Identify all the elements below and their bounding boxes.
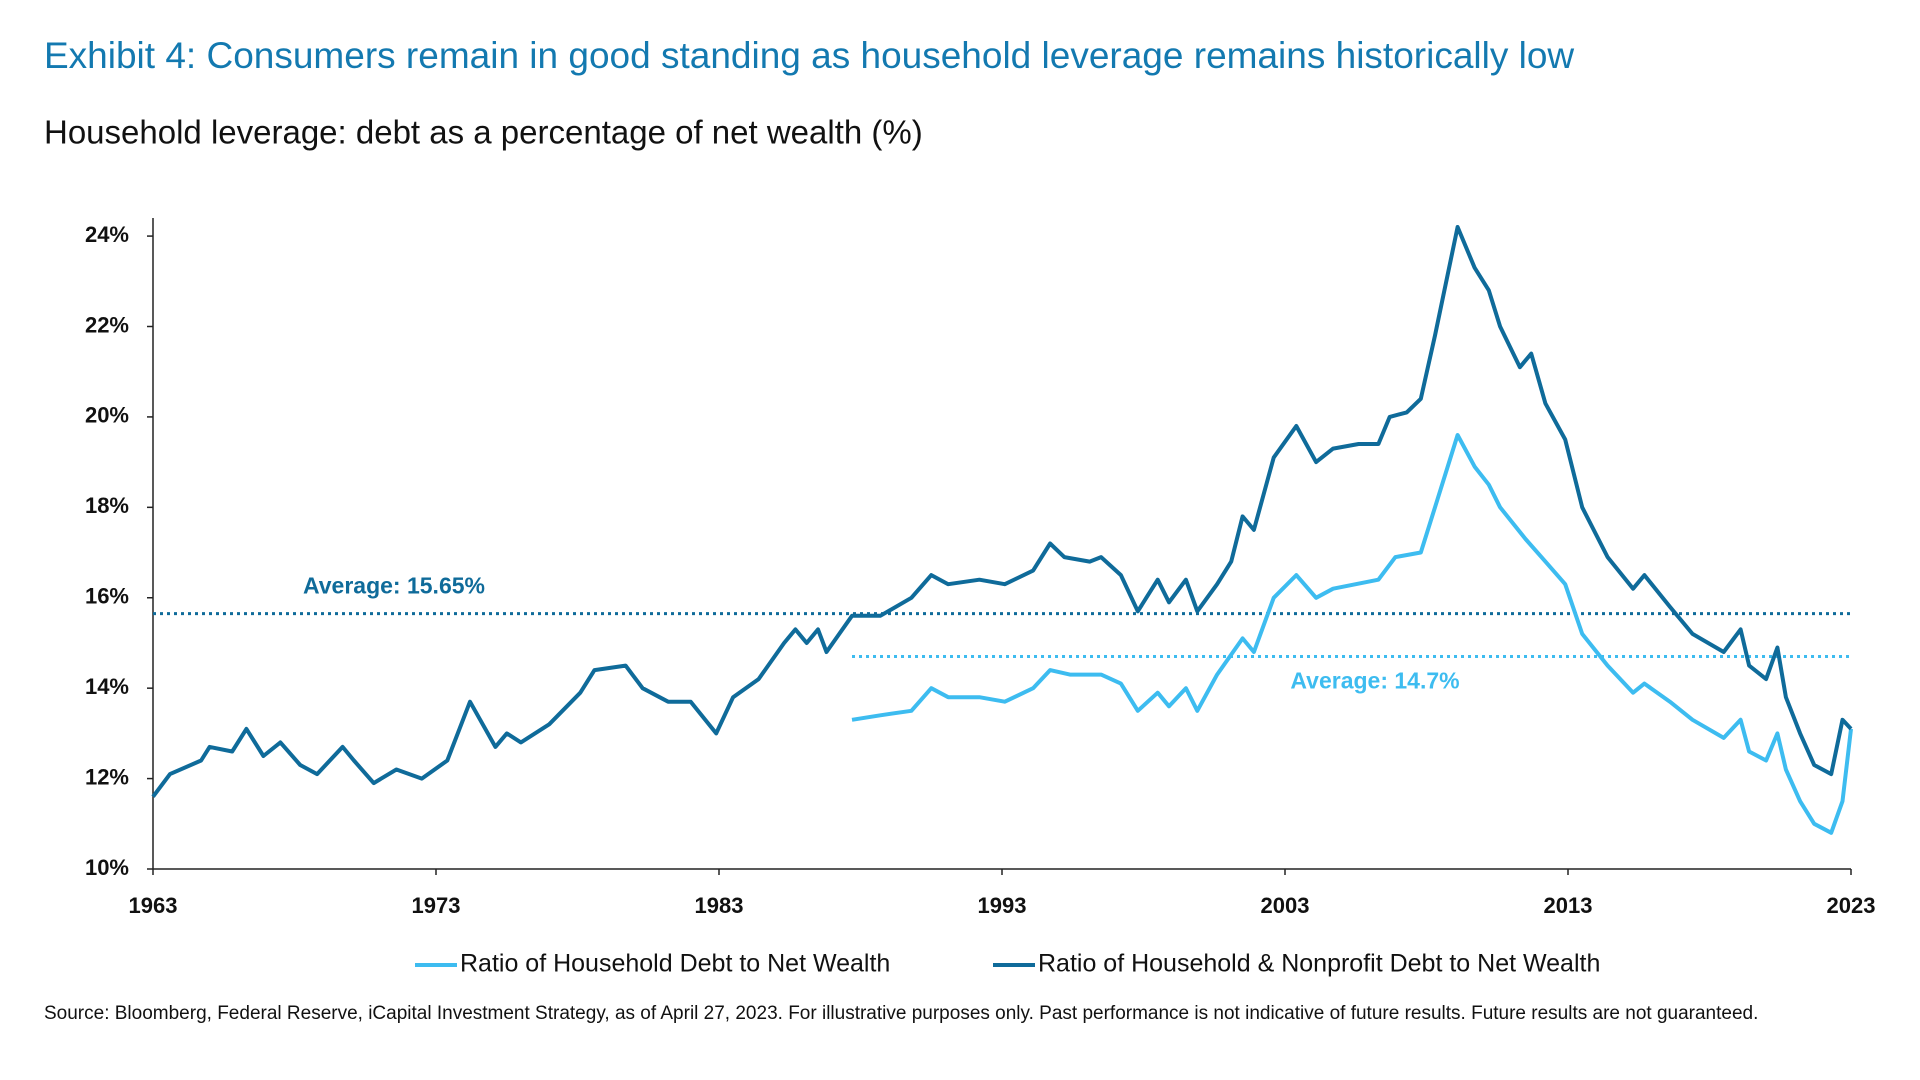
x-tick-label: 2003 <box>1261 893 1310 918</box>
x-tick-label: 2013 <box>1544 893 1593 918</box>
chart: Exhibit 4: Consumers remain in good stan… <box>44 35 1876 978</box>
y-tick-label: 10% <box>85 855 129 880</box>
legend-label: Ratio of Household Debt to Net Wealth <box>460 950 890 978</box>
y-tick-label: 18% <box>85 493 129 518</box>
y-tick-label: 14% <box>85 674 129 699</box>
x-tick-label: 1993 <box>978 893 1027 918</box>
chart-title: Exhibit 4: Consumers remain in good stan… <box>44 35 1574 76</box>
y-tick-label: 22% <box>85 312 129 337</box>
x-tick-label: 1973 <box>412 893 461 918</box>
y-tick-label: 12% <box>85 764 129 789</box>
average-label: Average: 15.65% <box>303 573 485 599</box>
y-tick-label: 20% <box>85 403 129 428</box>
x-tick-label: 2023 <box>1827 893 1876 918</box>
series-line <box>151 225 1853 798</box>
legend-label: Ratio of Household & Nonprofit Debt to N… <box>1038 950 1600 978</box>
x-tick-label: 1963 <box>129 893 178 918</box>
average-label: Average: 14.7% <box>1290 668 1459 694</box>
y-tick-label: 24% <box>85 222 129 247</box>
chart-subtitle: Household leverage: debt as a percentage… <box>44 114 923 151</box>
series-line <box>851 433 1853 835</box>
x-tick-label: 1983 <box>695 893 744 918</box>
y-tick-label: 16% <box>85 584 129 609</box>
source-note: Source: Bloomberg, Federal Reserve, iCap… <box>44 1003 1759 1024</box>
